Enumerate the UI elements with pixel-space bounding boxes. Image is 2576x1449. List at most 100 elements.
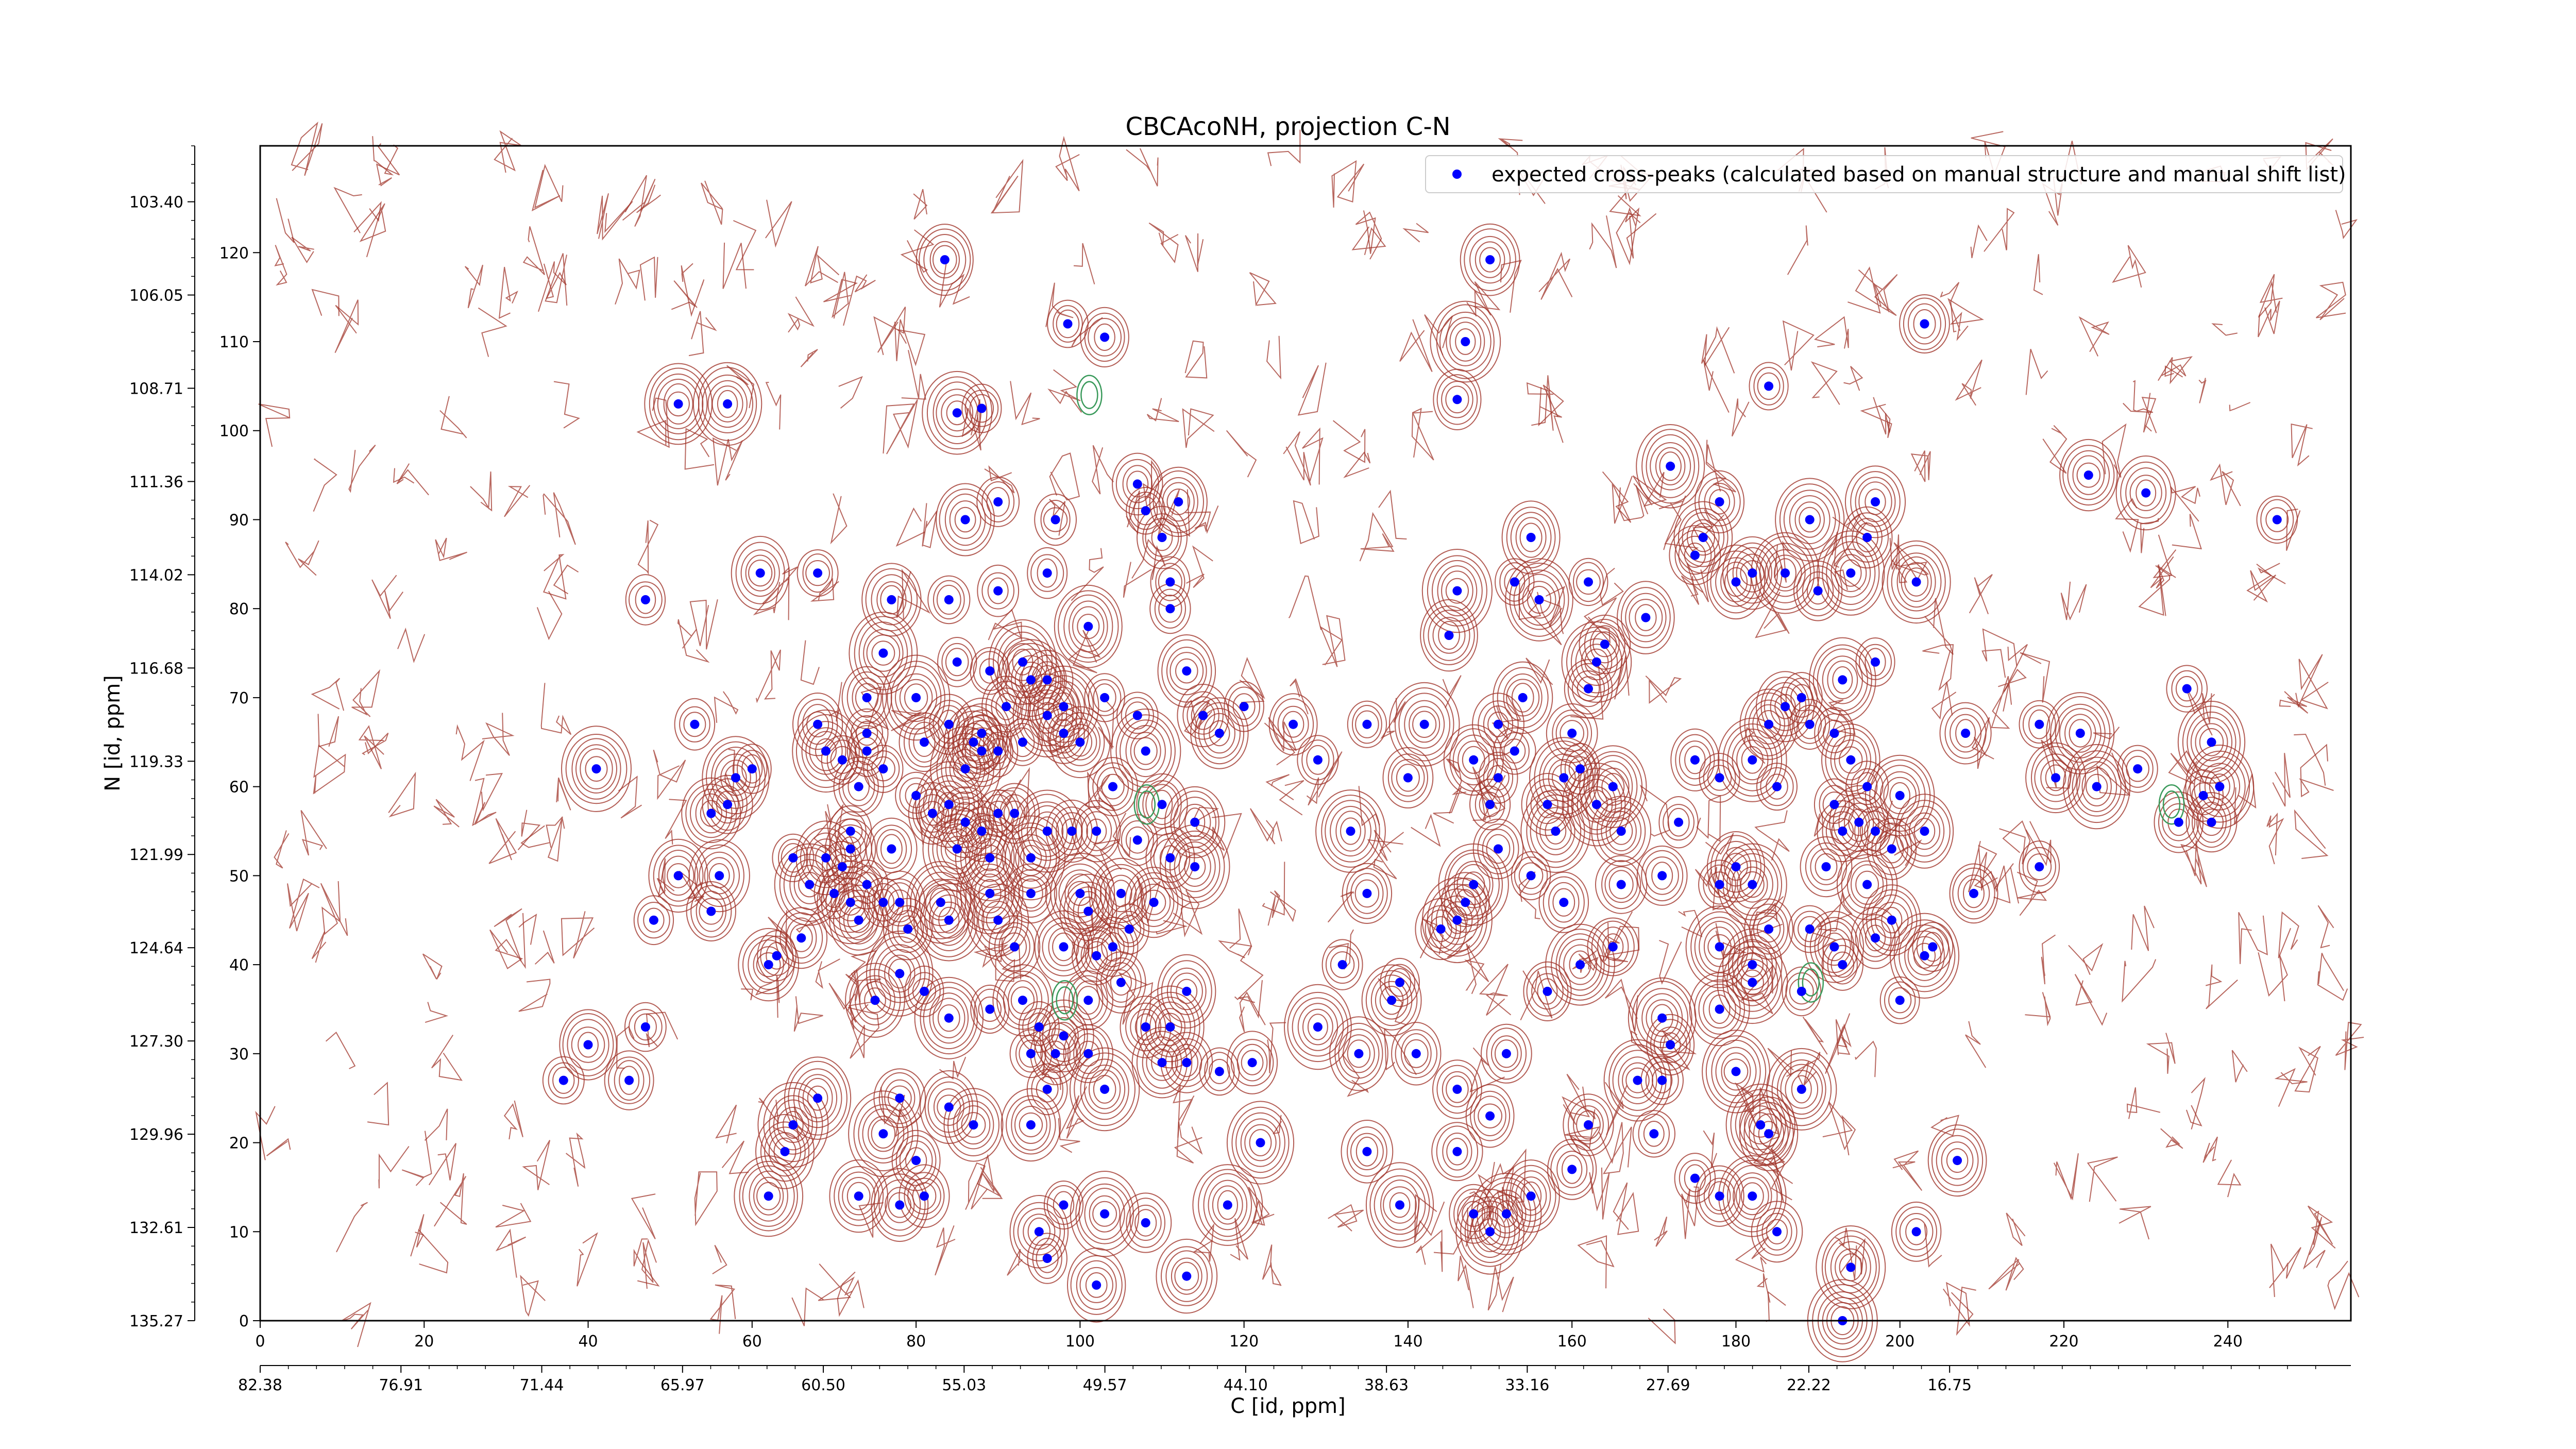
peak-contour [742,935,795,995]
x-index-tick-label: 60 [742,1333,762,1351]
cross-peak-marker [944,1013,954,1023]
peak-contour [1343,1034,1375,1073]
peak-contour [1019,1039,1043,1068]
cross-peak-marker [1838,675,1848,685]
peak-contour [1126,1198,1165,1248]
peak-contour [1006,723,1039,762]
noise-contour [2302,1217,2326,1270]
cross-peak-marker [706,808,716,818]
cross-peak-marker [887,844,896,854]
noise-contour [895,507,925,547]
noise-contour [1822,1101,1853,1149]
peak-contour [1097,926,1129,968]
peak-contour [1774,558,1797,588]
peak-contour [649,367,708,441]
noise-contour [787,296,815,333]
peak-contour [944,836,970,862]
cross-peak-marker [2141,488,2151,498]
cross-peak-marker [895,1200,905,1210]
peak-contour [1802,571,1834,611]
peak-contour [1865,924,1886,952]
peak-contour [1511,683,1534,713]
peak-contour [1753,1113,1785,1154]
noise-contour [1378,978,1406,1025]
peak-contour [1679,740,1711,780]
cross-peak-marker [1895,996,1905,1005]
cross-peak-marker [920,986,929,996]
cross-peak-marker [845,898,855,907]
cross-peak-marker [1026,888,1036,898]
peak-contour [871,574,912,626]
noise-contour [276,198,295,243]
peak-contour [1056,309,1080,339]
peak-contour [1629,599,1663,636]
cross-peak-marker [1018,737,1027,747]
peak-contour [953,1100,994,1150]
noise-contour [577,1232,598,1287]
cross-peak-marker [2051,773,2061,783]
peak-contour [1125,724,1166,778]
cross-peak-marker [1247,1058,1257,1068]
peak-contour [1526,794,1585,868]
peak-contour [2059,439,2118,512]
cross-peak-marker [1591,800,1601,810]
noise-contour [1528,592,1564,646]
noise-contour [553,381,581,429]
noise-contour [1971,717,1994,769]
peak-contour [629,1008,663,1046]
cross-peak-marker [1214,729,1224,738]
noise-contour [1351,226,1386,255]
peak-contour [1536,807,1575,855]
noise-contour [2317,905,2334,949]
noise-contour [300,810,327,856]
peak-contour [920,1070,978,1144]
cross-peak-marker [1748,960,1757,970]
peak-contour [1446,1138,1468,1166]
peak-contour [2256,495,2298,544]
cross-peak-marker [1764,719,1774,729]
peak-contour [958,722,989,762]
peak-contour [1739,688,1798,760]
cross-peak-marker [977,403,987,413]
noise-contour [1735,1236,1769,1273]
peak-contour [739,1160,798,1232]
cross-peak-marker [706,906,716,916]
peak-contour [690,885,732,938]
peak-contour [2199,728,2224,756]
noise-contour [1968,840,1997,892]
peak-contour [1394,687,1454,762]
noise-contour [1212,813,1242,859]
peak-contour [1273,698,1314,751]
peak-contour [1636,845,1688,906]
peak-contour [1850,471,1901,533]
peak-contour [876,829,907,869]
peak-contour [933,1088,964,1126]
peak-contour [1446,1075,1469,1103]
peak-contour [1740,871,1765,898]
noise-contour [860,686,890,730]
peak-contour [1789,699,1831,750]
peak-contour [969,394,994,423]
peak-contour [1433,368,1482,430]
noise-contour [1184,340,1208,379]
peak-contour [1946,1148,1969,1173]
noise-contour [1055,136,1080,192]
peak-contour [1509,562,1569,637]
peak-contour [1379,986,1404,1015]
noise-contour [482,713,515,756]
peak-contour [809,838,843,878]
peak-contour [1442,901,1473,939]
peak-contour [1350,873,1384,914]
peak-contour [1576,1110,1601,1140]
peak-contour [1497,667,1549,729]
cross-peak-marker [993,497,1003,507]
x-index-tick-label: 100 [1065,1333,1095,1351]
peak-contour [619,1066,640,1095]
peak-contour [988,619,1057,705]
noise-contour [1073,243,1095,284]
peak-contour [1131,1026,1193,1099]
noise-contour [488,818,517,864]
peak-contour [956,800,1008,862]
noise-contour [311,289,340,316]
